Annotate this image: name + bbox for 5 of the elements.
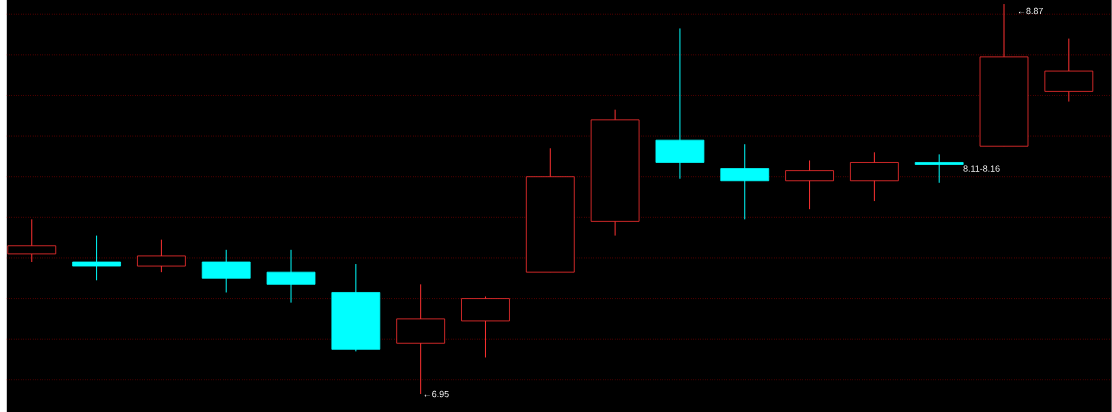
- annotation: ←6.95: [424, 390, 449, 398]
- annotation: ←8.87: [1018, 7, 1043, 14]
- annotation: 8.11-8.16: [963, 165, 1000, 172]
- candlestick: [914, 153, 964, 184]
- candlestick: [72, 234, 121, 281]
